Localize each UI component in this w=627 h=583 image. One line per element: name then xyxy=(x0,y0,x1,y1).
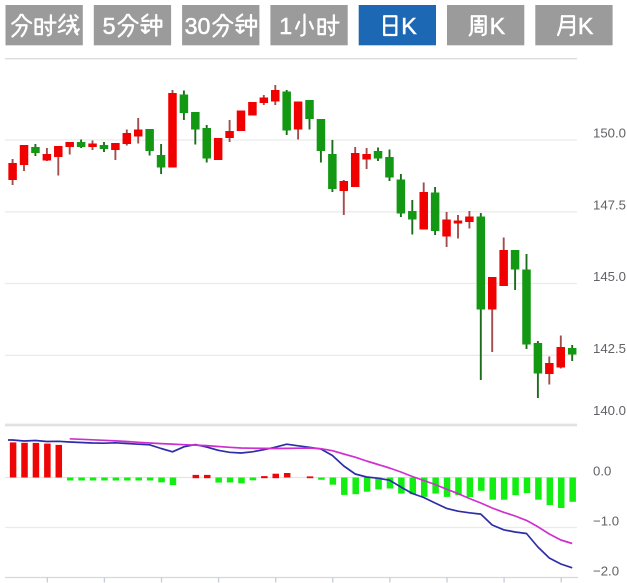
svg-text:145.0: 145.0 xyxy=(593,269,626,284)
svg-text:1: 1 xyxy=(279,13,292,39)
svg-text:150.0: 150.0 xyxy=(593,126,626,141)
svg-text:147.5: 147.5 xyxy=(593,197,626,212)
svg-text:0.0: 0.0 xyxy=(593,464,611,479)
svg-text:−2.0: −2.0 xyxy=(593,564,619,579)
svg-text:K: K xyxy=(490,13,506,39)
svg-text:−1.0: −1.0 xyxy=(593,514,619,529)
svg-text:142.5: 142.5 xyxy=(593,341,626,356)
svg-text:K: K xyxy=(401,13,417,39)
svg-text:5: 5 xyxy=(103,13,116,39)
svg-text:K: K xyxy=(578,13,594,39)
svg-text:140.0: 140.0 xyxy=(593,403,626,418)
svg-text:30: 30 xyxy=(185,13,211,39)
